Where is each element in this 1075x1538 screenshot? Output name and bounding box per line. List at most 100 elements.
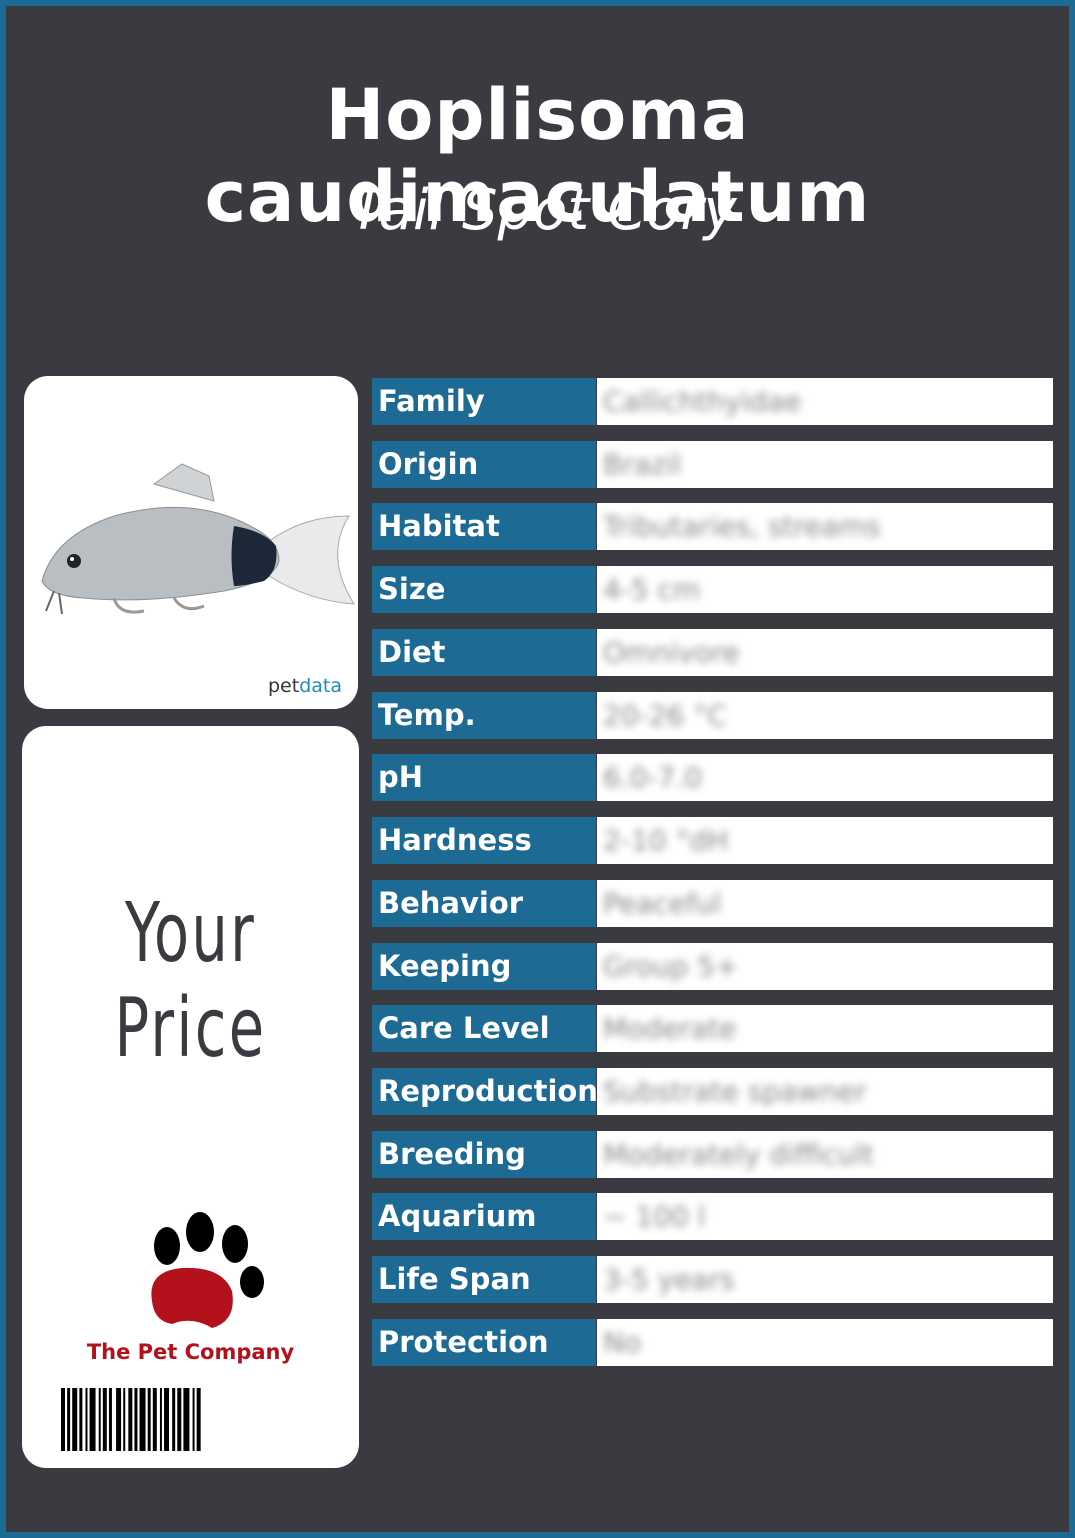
- barcode-bar: [102, 1388, 107, 1451]
- company-name: The Pet Company: [86, 1340, 295, 1364]
- row-label: pH: [372, 754, 596, 802]
- table-row: Temp. 20-26 °C: [372, 691, 1053, 739]
- price-label: Your Price: [114, 886, 267, 1076]
- row-value-cell: Tributaries, streams: [597, 503, 1053, 551]
- row-value: 2-10 °dH: [603, 824, 729, 858]
- logo-part: pet: [268, 675, 300, 697]
- table-row: Diet Omnivore: [372, 628, 1053, 676]
- barcode-bar: [79, 1388, 83, 1451]
- row-label: Origin: [372, 440, 596, 488]
- barcode-bar: [116, 1388, 122, 1451]
- row-value: No: [603, 1325, 642, 1359]
- barcode-bar: [108, 1388, 112, 1451]
- subtitle: Tail Spot Cory: [350, 178, 737, 243]
- row-value-cell: 3-5 years: [597, 1256, 1053, 1304]
- barcode-bar: [152, 1388, 157, 1451]
- row-value: Peaceful: [603, 886, 722, 920]
- table-row: Reproduction Substrate spawner: [372, 1068, 1053, 1116]
- table-row: Aquarium ~ 100 l: [372, 1193, 1053, 1241]
- barcode-bar: [139, 1388, 146, 1451]
- row-label: Protection: [372, 1318, 596, 1366]
- barcode-bar: [164, 1388, 170, 1451]
- image-card: petdata: [24, 376, 358, 709]
- price-card: Your Price The Pet Company: [22, 726, 359, 1468]
- barcode-bar: [177, 1388, 182, 1451]
- row-value-cell: Callichthyidae: [597, 378, 1053, 425]
- logo-part: data: [299, 675, 342, 697]
- row-value: Brazil: [603, 447, 682, 481]
- row-value: 20-26 °C: [603, 698, 727, 732]
- barcode-bar: [89, 1388, 96, 1451]
- row-label: Behavior: [372, 879, 596, 927]
- row-label: Reproduction: [372, 1068, 598, 1116]
- table-row: Life Span 3-5 years: [372, 1256, 1053, 1304]
- row-label: Family: [372, 378, 596, 425]
- row-value-cell: 4-5 cm: [597, 566, 1053, 614]
- title: Hoplisoma caudimaculatum: [204, 74, 871, 238]
- barcode-bar: [159, 1388, 162, 1451]
- paw-logo: [151, 1212, 264, 1328]
- table-row: Hardness 2-10 °dH: [372, 817, 1053, 865]
- row-value: 4-5 cm: [603, 573, 701, 607]
- table-row: Origin Brazil: [372, 440, 1053, 488]
- row-label: Temp.: [372, 691, 596, 739]
- barcode-bar: [192, 1388, 195, 1451]
- row-label: Size: [372, 566, 596, 614]
- row-value: 6.0-7.0: [603, 761, 703, 795]
- row-label: Care Level: [372, 1005, 596, 1053]
- barcode-bar: [67, 1388, 71, 1451]
- row-label: Breeding: [372, 1130, 596, 1178]
- table-row: Care Level Moderate: [372, 1005, 1053, 1053]
- row-value: Omnivore: [603, 635, 740, 669]
- row-label: Life Span: [372, 1256, 596, 1304]
- barcode-bar: [128, 1388, 133, 1451]
- barcode-bar: [134, 1388, 138, 1451]
- row-value: Group 5+: [603, 949, 739, 983]
- row-value-cell: Moderately difficult: [597, 1130, 1053, 1178]
- row-value-cell: Group 5+: [597, 942, 1053, 990]
- row-value: Tributaries, streams: [603, 510, 881, 544]
- barcode-bar: [123, 1388, 126, 1451]
- table-row: Keeping Group 5+: [372, 942, 1053, 990]
- table-row: Protection No: [372, 1318, 1053, 1366]
- row-value: Moderate: [603, 1012, 737, 1046]
- barcode-bar: [61, 1388, 65, 1451]
- row-value: 3-5 years: [603, 1263, 735, 1297]
- row-label: Hardness: [372, 817, 596, 865]
- row-value-cell: Substrate spawner: [597, 1068, 1053, 1116]
- table-row: Size 4-5 cm: [372, 566, 1053, 614]
- row-value-cell: No: [597, 1318, 1053, 1366]
- row-value: ~ 100 l: [603, 1200, 706, 1234]
- table-row: pH 6.0-7.0: [372, 754, 1053, 802]
- row-value: Substrate spawner: [603, 1075, 867, 1109]
- row-value-cell: Moderate: [597, 1005, 1053, 1053]
- barcode-bar: [147, 1388, 151, 1451]
- barcode-bar: [183, 1388, 190, 1451]
- row-label: Keeping: [372, 942, 596, 990]
- barcode: [61, 1388, 201, 1451]
- table-row: Habitat Tributaries, streams: [372, 503, 1053, 551]
- row-value-cell: Brazil: [597, 440, 1053, 488]
- row-value: Callichthyidae: [603, 385, 802, 418]
- row-value-cell: Omnivore: [597, 628, 1053, 676]
- row-label: Habitat: [372, 503, 596, 551]
- row-value-cell: ~ 100 l: [597, 1193, 1053, 1241]
- row-value-cell: 6.0-7.0: [597, 754, 1053, 802]
- table-row: Behavior Peaceful: [372, 879, 1053, 927]
- barcode-bar: [85, 1388, 88, 1451]
- barcode-bar: [172, 1388, 176, 1451]
- table-row: Breeding Moderately difficult: [372, 1130, 1053, 1178]
- row-value-cell: Peaceful: [597, 879, 1053, 927]
- row-label: Aquarium: [372, 1193, 596, 1241]
- row-value: Moderately difficult: [603, 1137, 874, 1171]
- table-row: Family Callichthyidae: [372, 378, 1053, 425]
- row-label: Diet: [372, 628, 596, 676]
- fish-image: [41, 463, 355, 615]
- row-value-cell: 20-26 °C: [597, 691, 1053, 739]
- logo: petdata: [268, 675, 342, 697]
- barcode-bar: [72, 1388, 78, 1451]
- row-value-cell: 2-10 °dH: [597, 817, 1053, 865]
- barcode-bar: [196, 1388, 201, 1451]
- barcode-bar: [98, 1388, 101, 1451]
